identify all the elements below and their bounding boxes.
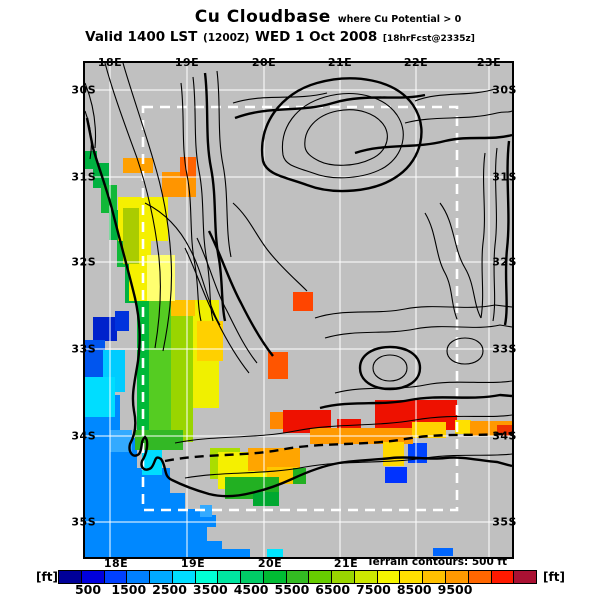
lon-label-top: 21E <box>327 55 353 69</box>
terrain-note: Terrain contours: 500 ft <box>366 556 507 568</box>
colorbar-tick-label: 1500 <box>111 582 147 597</box>
colorbar-segment <box>309 571 333 583</box>
colorbar-tick-label: 9500 <box>437 582 473 597</box>
valid-time: Valid 1400 LST <box>85 29 198 45</box>
colorbar-segment <box>241 571 264 583</box>
colorbar-segment <box>81 571 105 583</box>
colorbar-tick-label: 3500 <box>192 582 228 597</box>
lat-label-right: 30S <box>492 83 517 97</box>
colorbar-segment <box>286 571 310 583</box>
colorbar <box>58 570 537 584</box>
lat-label-left: 35S <box>71 515 97 529</box>
lat-label-left: 33S <box>71 342 97 356</box>
lat-label-left: 32S <box>71 255 97 269</box>
colorbar-segment <box>377 571 401 583</box>
colorbar-tick-label: 500 <box>74 582 102 597</box>
colorbar-unit-left: [ft] <box>36 570 58 584</box>
chart-title: Cu Cloudbase where Cu Potential > 0 <box>28 7 600 27</box>
map-area <box>83 61 514 559</box>
colorbar-tick-label: 8500 <box>396 582 432 597</box>
lat-label-right: 33S <box>492 342 517 356</box>
forecast-tag: [18hrFcst@2335z] <box>382 34 475 44</box>
colorbar-segment <box>127 571 151 583</box>
colorbar-tick-label: 7500 <box>356 582 391 597</box>
terrain-contours <box>85 63 512 498</box>
colorbar-segment <box>150 571 173 583</box>
colorbar-segment <box>400 571 424 583</box>
lat-label-left: 30S <box>71 83 97 97</box>
lon-label-top: 19E <box>174 55 200 69</box>
colorbar-segment <box>59 571 82 583</box>
colorbar-segment <box>423 571 447 583</box>
title-qualifier: where Cu Potential > 0 <box>337 14 462 25</box>
colorbar-labels: 500 1500 2500 3500 4500 5500 6500 7500 8500 9500 <box>58 582 535 598</box>
colorbar-segment <box>332 571 355 583</box>
colorbar-segment <box>195 571 219 583</box>
colorbar-segment <box>514 571 537 583</box>
colorbar-tick-label: 6500 <box>315 582 351 597</box>
lat-label-right: 31S <box>492 170 517 184</box>
colorbar-segment <box>104 571 128 583</box>
colorbar-tick-label: 5500 <box>274 582 310 597</box>
colorbar-tick-label: 2500 <box>152 582 187 597</box>
lat-label-right: 35S <box>492 515 517 529</box>
colorbar-segment <box>446 571 469 583</box>
lat-label-left: 34S <box>71 429 97 443</box>
cloudbase-cells <box>85 151 512 557</box>
colorbar-segment <box>218 571 242 583</box>
colorbar-segment <box>491 571 515 583</box>
chart-subtitle: Valid 1400 LST (1200Z) WED 1 Oct 2008 [1… <box>0 26 580 45</box>
lat-label-right: 34S <box>492 429 517 443</box>
lon-label-top: 22E <box>403 55 429 69</box>
lon-label-top: 20E <box>251 55 277 69</box>
lon-label-bottom: 18E <box>103 557 129 570</box>
lon-label-top: 23E <box>476 55 502 69</box>
valid-date: WED 1 Oct 2008 <box>254 29 378 45</box>
lat-label-left: 31S <box>71 170 97 184</box>
colorbar-tick-label: 4500 <box>233 582 269 597</box>
colorbar-segment <box>468 571 492 583</box>
colorbar-segment <box>354 571 378 583</box>
lon-label-bottom: 21E <box>333 557 359 570</box>
colorbar-segment <box>263 571 287 583</box>
nested-domain-box <box>141 105 459 512</box>
lon-label-bottom: 20E <box>257 557 283 570</box>
map-canvas <box>85 63 512 557</box>
lat-label-right: 32S <box>492 255 517 269</box>
title-main: Cu Cloudbase <box>194 7 331 27</box>
valid-zulu: (1200Z) <box>202 32 250 44</box>
colorbar-unit-right: [ft] <box>543 570 565 584</box>
lon-label-bottom: 19E <box>180 557 206 570</box>
colorbar-segment <box>172 571 196 583</box>
lon-label-top: 18E <box>97 55 123 69</box>
